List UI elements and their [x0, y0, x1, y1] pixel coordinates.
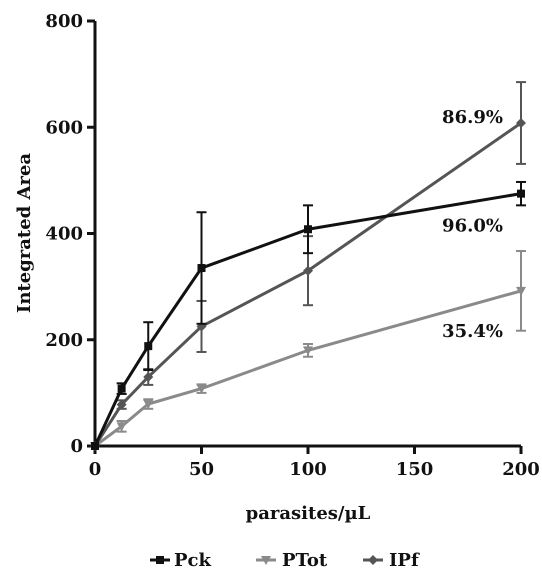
- annotation-2: 35.4%: [442, 321, 503, 342]
- legend-label-pck: Pck: [174, 550, 211, 571]
- x-tick-label-4: 200: [502, 459, 540, 480]
- point-ptot-1: [116, 422, 127, 432]
- legend-marker-ptot: [261, 556, 271, 565]
- point-pck-5: [517, 189, 525, 198]
- series-line-ipf: [93, 121, 522, 447]
- annotation-1: 96.0%: [442, 216, 503, 237]
- x-tick-label-2: 100: [289, 459, 327, 480]
- point-pck-1: [117, 384, 126, 393]
- series-ipf: [90, 81, 526, 451]
- y-axis-title: Integrated Area: [14, 153, 35, 314]
- series-line-pck: [93, 192, 522, 447]
- annotation-0: 86.9%: [442, 107, 503, 128]
- point-ptot-2: [143, 400, 154, 410]
- y-tick-label-2: 400: [45, 224, 83, 245]
- series-pck: [91, 180, 526, 450]
- x-axis-title: parasites/µL: [246, 503, 371, 524]
- series-line-ptot: [94, 289, 522, 448]
- legend-label-ptot: PTot: [282, 550, 328, 571]
- y-tick-label-0: 0: [70, 436, 83, 457]
- point-pck-2: [144, 342, 153, 351]
- point-ipf-2: [143, 371, 154, 382]
- annotations: 86.9% 96.0% 35.4%: [442, 107, 503, 342]
- point-pck-4: [304, 225, 312, 234]
- point-ptot-3: [196, 384, 207, 394]
- series-layer: [90, 81, 526, 451]
- legend-item-ipf: IPf: [363, 550, 420, 571]
- x-tick-label-0: 0: [89, 459, 102, 480]
- x-tick-label-1: 50: [189, 459, 214, 480]
- x-tick-label-3: 150: [396, 459, 434, 480]
- y-tick-label-1: 200: [45, 330, 83, 351]
- point-ptot-4: [303, 346, 313, 356]
- legend-label-ipf: IPf: [389, 550, 420, 571]
- legend-item-pck: Pck: [150, 550, 211, 571]
- point-pck-3: [197, 264, 206, 273]
- legend-marker-pck: [156, 556, 164, 564]
- point-ptot-5: [516, 286, 526, 296]
- legend-marker-ipf: [368, 555, 378, 565]
- y-tick-label-4: 800: [45, 11, 83, 32]
- point-ipf-5: [516, 118, 526, 128]
- point-ipf-4: [303, 265, 313, 276]
- point-ipf-1: [116, 399, 127, 410]
- y-tick-label-3: 600: [45, 117, 83, 138]
- axes: 0 50 100 150 200 0 200 400 600 800: [45, 11, 539, 480]
- point-pck-0: [91, 442, 99, 450]
- legend-item-ptot: PTot: [256, 550, 328, 571]
- legend: Pck PTot IPf: [150, 550, 420, 571]
